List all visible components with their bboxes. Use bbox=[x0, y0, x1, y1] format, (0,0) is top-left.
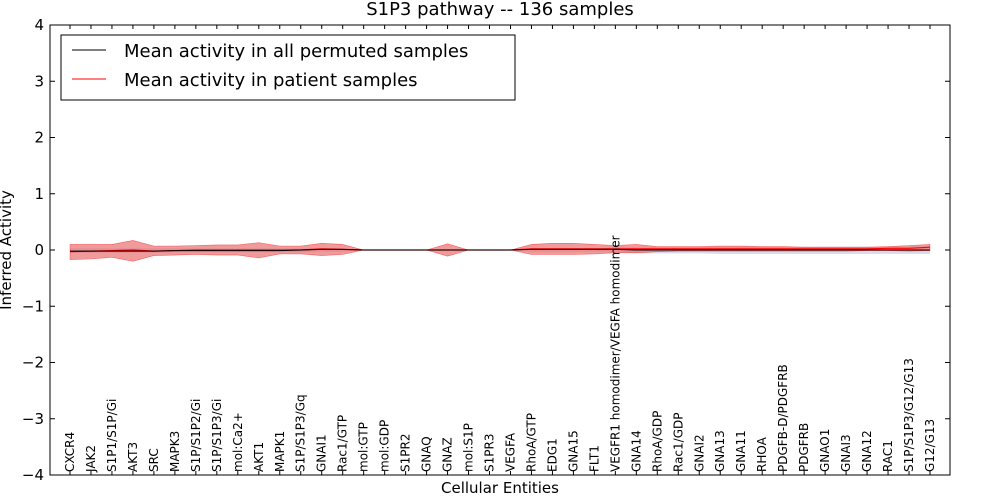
x-tick-label: mol:GTP bbox=[357, 422, 371, 472]
y-ticks: 4 3 2 1 0 −1 −2 −3 −4 bbox=[22, 16, 950, 484]
x-tick-label: Rac1/GTP bbox=[336, 415, 350, 472]
x-tick-label: FLT1 bbox=[587, 445, 601, 472]
x-tick-label: RhoA/GTP bbox=[525, 413, 539, 472]
series-lines bbox=[69, 246, 931, 253]
x-tick-label: G12/G13 bbox=[923, 419, 937, 472]
x-tick-label: S1P/S1P3/G12/G13 bbox=[902, 358, 916, 472]
chart-title: S1P3 pathway -- 136 samples bbox=[366, 0, 634, 20]
y-tick-label: −3 bbox=[22, 410, 44, 428]
x-tick-label: S1PR2 bbox=[399, 434, 413, 472]
x-tick-label: GNA14 bbox=[629, 430, 643, 472]
x-tick-label: PDGFRB bbox=[797, 423, 811, 472]
x-tick-label: GNA13 bbox=[713, 430, 727, 472]
x-tick-label: S1P/S1P3/Gq bbox=[294, 394, 308, 472]
x-tick-label: S1P/S1P2/Gi bbox=[189, 399, 203, 472]
x-tick-label: VEGFA bbox=[504, 432, 518, 472]
x-axis-label: Cellular Entities bbox=[441, 479, 559, 497]
x-tick-label: SRC bbox=[147, 448, 161, 472]
legend-label-permuted: Mean activity in all permuted samples bbox=[124, 41, 468, 62]
x-tick-label: GNAI2 bbox=[692, 434, 706, 472]
x-tick-label: PDGFB-D/PDGFRB bbox=[776, 364, 790, 472]
x-tick-label: MAPK3 bbox=[168, 431, 182, 472]
y-tick-label: −1 bbox=[22, 297, 44, 315]
x-tick-label: mol:Ca2+ bbox=[231, 412, 245, 472]
legend: Mean activity in all permuted samples Me… bbox=[60, 34, 516, 101]
legend-label-patient: Mean activity in patient samples bbox=[124, 70, 418, 91]
x-tick-label: EDG1 bbox=[545, 438, 559, 472]
x-tick-label: JAK2 bbox=[84, 445, 98, 473]
x-tick-label: Rac1/GDP bbox=[671, 413, 685, 472]
y-tick-label: 1 bbox=[34, 185, 44, 203]
x-ticks: CXCR4 JAK2 S1P1/S1P/Gi AKT3 SRC MAPK3 S1P/S1P2… bbox=[63, 25, 937, 475]
x-tick-label: CXCR4 bbox=[63, 432, 77, 472]
y-tick-label: 3 bbox=[34, 72, 44, 90]
x-tick-label: AKT3 bbox=[126, 442, 140, 472]
x-tick-label: GNAQ bbox=[420, 436, 434, 472]
x-tick-label: MAPK1 bbox=[273, 431, 287, 472]
x-tick-label: GNA11 bbox=[734, 430, 748, 472]
x-tick-label: GNAZ bbox=[441, 437, 455, 472]
x-tick-label: RHOA bbox=[755, 436, 769, 472]
x-tick-label: mol:S1P bbox=[462, 423, 476, 472]
x-tick-label: GNA12 bbox=[860, 430, 874, 472]
x-tick-label: GNAI3 bbox=[839, 434, 853, 472]
plot-frame bbox=[49, 24, 951, 476]
x-tick-label: S1P1/S1P/Gi bbox=[105, 399, 119, 472]
y-tick-label: 0 bbox=[34, 241, 44, 259]
y-tick-label: 2 bbox=[34, 129, 44, 147]
permuted-mean-line bbox=[70, 248, 930, 252]
x-tick-label: S1P/S1P3/Gi bbox=[210, 399, 224, 472]
y-tick-label: −2 bbox=[22, 354, 44, 372]
x-tick-label: RhoA/GDP bbox=[650, 411, 664, 472]
y-axis-label: Inferred Activity bbox=[0, 190, 15, 310]
x-tick-label: RAC1 bbox=[881, 440, 895, 472]
x-tick-label: VEGFR1 homodimer/VEGFA homodimer bbox=[608, 235, 622, 472]
x-tick-label: GNAO1 bbox=[818, 429, 832, 472]
x-tick-label: mol:GDP bbox=[378, 420, 392, 472]
legend-box bbox=[60, 34, 516, 101]
x-tick-label: GNA15 bbox=[566, 430, 580, 472]
y-tick-label: −4 bbox=[22, 466, 44, 484]
x-tick-label: S1PR3 bbox=[483, 434, 497, 472]
y-tick-label: 4 bbox=[34, 16, 44, 34]
x-tick-label: AKT1 bbox=[252, 442, 266, 472]
x-tick-label: GNAI1 bbox=[315, 434, 329, 472]
